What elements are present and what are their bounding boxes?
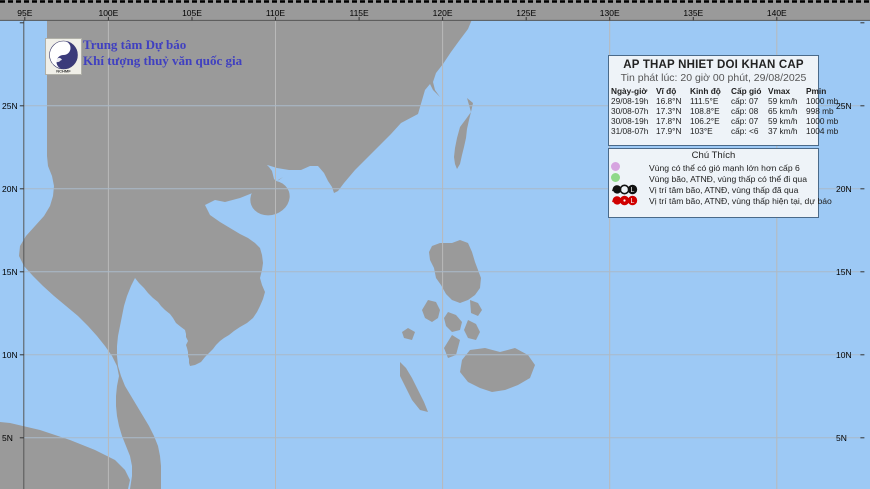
- svg-text:10N: 10N: [2, 350, 18, 360]
- svg-text:100E: 100E: [98, 8, 118, 18]
- svg-text:L: L: [631, 187, 635, 194]
- svg-text:5N: 5N: [2, 433, 13, 443]
- svg-text:125E: 125E: [516, 8, 536, 18]
- svg-text:115E: 115E: [349, 8, 369, 18]
- svg-text:L: L: [631, 198, 635, 205]
- svg-text:135E: 135E: [683, 8, 703, 18]
- svg-text:140E: 140E: [767, 8, 787, 18]
- svg-text:5N: 5N: [836, 433, 847, 443]
- svg-text:20N: 20N: [2, 184, 18, 194]
- svg-text:NCHMF: NCHMF: [56, 69, 71, 74]
- svg-text:110E: 110E: [266, 8, 286, 18]
- svg-text:95E: 95E: [17, 8, 32, 18]
- svg-text:15N: 15N: [836, 267, 852, 277]
- svg-text:120E: 120E: [433, 8, 453, 18]
- svg-text:130E: 130E: [600, 8, 620, 18]
- svg-text:25N: 25N: [2, 101, 18, 111]
- svg-text:105E: 105E: [182, 8, 202, 18]
- svg-text:20N: 20N: [836, 184, 852, 194]
- svg-text:15N: 15N: [2, 267, 18, 277]
- svg-text:10N: 10N: [836, 350, 852, 360]
